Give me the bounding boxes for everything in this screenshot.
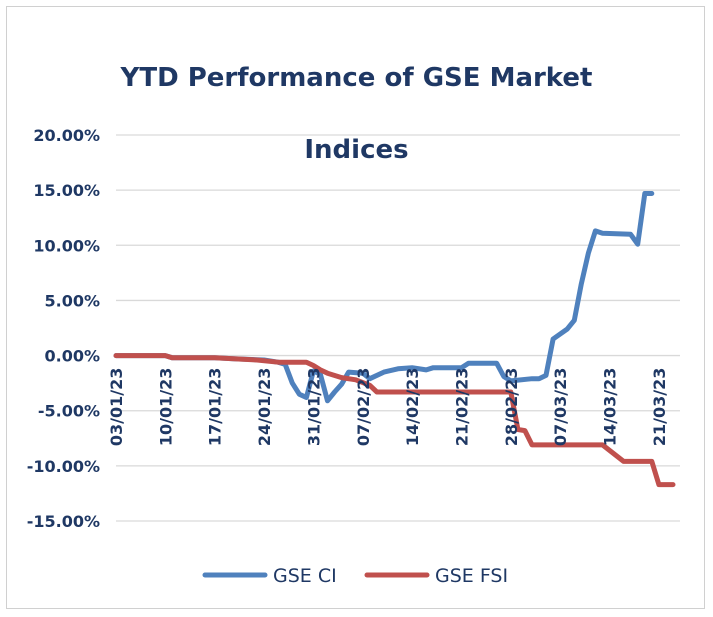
x-tick-label: 07/02/23 bbox=[354, 368, 373, 446]
y-tick-label: 0.00% bbox=[44, 347, 100, 366]
chart-title: YTD Performance of GSE Market Indices bbox=[0, 24, 713, 168]
y-tick-label: 10.00% bbox=[33, 236, 100, 255]
legend-label-gse-fsi: GSE FSI bbox=[435, 565, 508, 587]
x-tick-label: 14/02/23 bbox=[403, 368, 422, 446]
x-tick-label: 14/03/23 bbox=[601, 368, 620, 446]
legend-label-gse-ci: GSE CI bbox=[273, 565, 337, 587]
y-tick-label: -5.00% bbox=[38, 402, 100, 421]
y-tick-label: -15.00% bbox=[27, 512, 100, 531]
x-tick-label: 21/03/23 bbox=[650, 368, 669, 446]
chart-title-line-1: YTD Performance of GSE Market bbox=[120, 63, 593, 93]
x-tick-label: 03/01/23 bbox=[107, 368, 126, 446]
x-tick-label: 31/01/23 bbox=[304, 368, 323, 446]
x-tick-label: 17/01/23 bbox=[206, 368, 225, 446]
series-line-gse-ci bbox=[113, 191, 655, 404]
y-tick-label: 20.00% bbox=[33, 126, 100, 145]
chart-frame bbox=[6, 6, 705, 609]
x-tick-label: 21/02/23 bbox=[453, 368, 472, 446]
y-tick-label: -10.00% bbox=[27, 457, 100, 476]
x-tick-label: 10/01/23 bbox=[156, 368, 175, 446]
x-tick-label: 07/03/23 bbox=[551, 368, 570, 446]
y-tick-label: 15.00% bbox=[33, 181, 100, 200]
x-tick-label: 24/01/23 bbox=[255, 368, 274, 446]
series-line-gse-fsi bbox=[113, 353, 676, 488]
x-tick-label: 28/02/23 bbox=[502, 368, 521, 446]
y-tick-label: 5.00% bbox=[44, 291, 100, 310]
chart-title-line-2: Indices bbox=[304, 135, 409, 165]
